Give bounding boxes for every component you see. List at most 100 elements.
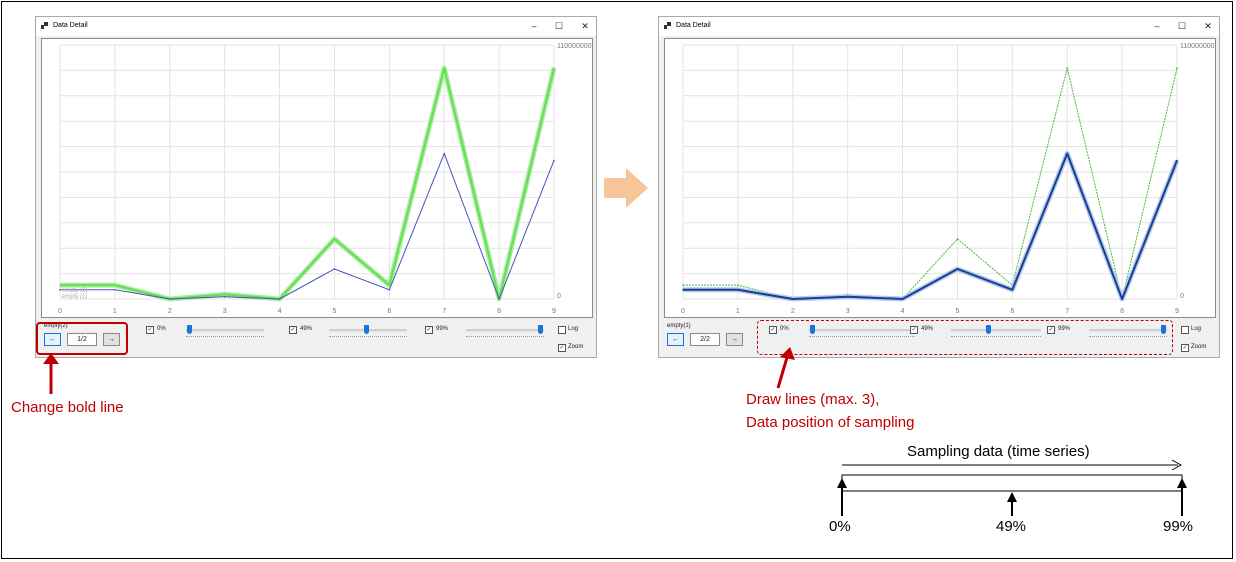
- series-line: [60, 153, 555, 300]
- x-tick-label: 9: [552, 308, 556, 315]
- log-checkbox[interactable]: [1181, 326, 1189, 334]
- slider-thumb-99pct[interactable]: [1161, 325, 1166, 334]
- checkbox-0pct[interactable]: ✓: [769, 326, 777, 334]
- series-line-halo: [60, 65, 557, 302]
- maximize-button[interactable]: ☐: [554, 21, 564, 31]
- line-chart: 0 1 2 3 4 5 6 7 8 9 110000000 0 empty (2)empty (1): [58, 43, 592, 315]
- y-min-label: 0: [557, 293, 561, 300]
- zoom-checkbox[interactable]: ✓: [1181, 344, 1189, 352]
- sampling-title: Sampling data (time series): [907, 443, 1090, 460]
- slider-thumb-49pct[interactable]: [364, 325, 369, 334]
- nav-series-label: empty(2): [44, 323, 68, 329]
- data-detail-window-left: Data Detail – ☐ ✕ 0 1 2 3 4 5 6 7 8 9 110000000 0 em…: [35, 16, 597, 358]
- data-point: [737, 284, 739, 286]
- pct-0-label: 0%: [829, 518, 851, 535]
- x-tick-label: 8: [1120, 308, 1124, 315]
- slider-label-0pct: 0%: [780, 326, 789, 332]
- minimize-button[interactable]: –: [531, 21, 537, 31]
- log-checkbox[interactable]: [558, 326, 566, 334]
- slider-ticks-99pct: [1089, 336, 1167, 338]
- slider-thumb-0pct[interactable]: [187, 325, 192, 334]
- slider-thumb-0pct[interactable]: [810, 325, 815, 334]
- chart-area[interactable]: 0 1 2 3 4 5 6 7 8 9 110000000 0: [664, 38, 1216, 318]
- slider-label-0pct: 0%: [157, 326, 166, 332]
- data-point: [223, 295, 226, 298]
- checkbox-99pct[interactable]: ✓: [1047, 326, 1055, 334]
- annotation-change-bold-line: Change bold line: [11, 399, 124, 416]
- slider-ticks-0pct: [186, 336, 264, 338]
- slider-track-0pct: [809, 329, 915, 332]
- minimize-button[interactable]: –: [1154, 21, 1160, 31]
- x-tick-label: 4: [901, 308, 905, 315]
- slider-label-99pct: 99%: [436, 326, 449, 332]
- x-tick-label: 9: [1175, 308, 1179, 315]
- prev-series-button[interactable]: ←: [667, 333, 684, 346]
- log-label: Log: [568, 326, 579, 332]
- x-tick-label: 0: [58, 308, 62, 315]
- data-point: [443, 152, 446, 155]
- slider-thumb-99pct[interactable]: [538, 325, 543, 334]
- slider-thumb-49pct[interactable]: [986, 325, 991, 334]
- data-point: [388, 288, 391, 291]
- checkbox-0pct[interactable]: ✓: [146, 326, 154, 334]
- y-max-label: 110000000: [557, 43, 592, 50]
- app-icon: [664, 22, 671, 29]
- zoom-label: Zoom: [568, 344, 584, 350]
- next-series-button[interactable]: →: [103, 333, 120, 346]
- title-bar: Data Detail – ☐ ✕: [659, 17, 1219, 36]
- y-max-label: 110000000: [1180, 43, 1215, 50]
- data-point: [791, 298, 794, 300]
- annotation-data-position: Data position of sampling: [746, 414, 915, 431]
- x-tick-label: 6: [1010, 308, 1014, 315]
- sliders-highlight-box: [757, 320, 1173, 355]
- data-point: [168, 298, 171, 300]
- data-point: [278, 298, 281, 300]
- data-point: [1176, 159, 1178, 162]
- x-tick-label: 1: [736, 308, 740, 315]
- title-bar: Data Detail – ☐ ✕: [36, 17, 596, 36]
- data-point: [223, 293, 226, 296]
- pct-99-label: 99%: [1163, 518, 1194, 535]
- nav-series-label: empty(1): [667, 323, 691, 329]
- close-button[interactable]: ✕: [581, 21, 589, 31]
- app-icon: [41, 22, 48, 29]
- close-button[interactable]: ✕: [1204, 21, 1212, 31]
- zoom-checkbox[interactable]: ✓: [558, 344, 566, 352]
- next-series-button[interactable]: →: [726, 333, 743, 346]
- x-tick-label: 1: [113, 308, 117, 315]
- series-line-bold: [60, 67, 555, 300]
- maximize-button[interactable]: ☐: [1177, 21, 1187, 31]
- series-overlay-label: empty (2): [62, 288, 87, 294]
- data-point: [114, 288, 116, 291]
- checkbox-49pct[interactable]: ✓: [289, 326, 297, 334]
- slider-ticks-99pct: [466, 336, 544, 338]
- x-tick-label: 5: [332, 308, 336, 315]
- zoom-label: Zoom: [1191, 344, 1207, 350]
- checkbox-49pct[interactable]: ✓: [910, 326, 918, 334]
- log-label: Log: [1191, 326, 1202, 332]
- data-point: [388, 284, 391, 286]
- pct-49-label: 49%: [996, 518, 1027, 535]
- data-point: [1121, 298, 1123, 300]
- checkbox-99pct[interactable]: ✓: [425, 326, 433, 334]
- data-point: [1066, 67, 1069, 69]
- prev-series-button[interactable]: ←: [44, 333, 61, 346]
- data-point: [443, 67, 446, 69]
- x-tick-label: 4: [278, 308, 282, 315]
- arrow-up-icon: [776, 347, 795, 389]
- x-tick-label: 3: [846, 308, 850, 315]
- chart-area[interactable]: 0 1 2 3 4 5 6 7 8 9 110000000 0 empty (2) empty (1): [41, 38, 593, 318]
- data-point: [1066, 152, 1069, 155]
- y-min-label: 0: [1180, 293, 1184, 300]
- x-tick-label: 6: [387, 308, 391, 315]
- data-point: [737, 288, 739, 291]
- x-tick-label: 2: [168, 308, 172, 315]
- slider-label-49pct: 49%: [300, 326, 313, 332]
- series-line: [683, 67, 1178, 300]
- annotation-draw-lines: Draw lines (max. 3),: [746, 391, 880, 408]
- sampling-timeline: [837, 459, 1187, 516]
- series-line-bold: [683, 152, 1178, 300]
- x-tick-label: 7: [1065, 308, 1069, 315]
- slider-ticks-49pct: [951, 336, 1041, 338]
